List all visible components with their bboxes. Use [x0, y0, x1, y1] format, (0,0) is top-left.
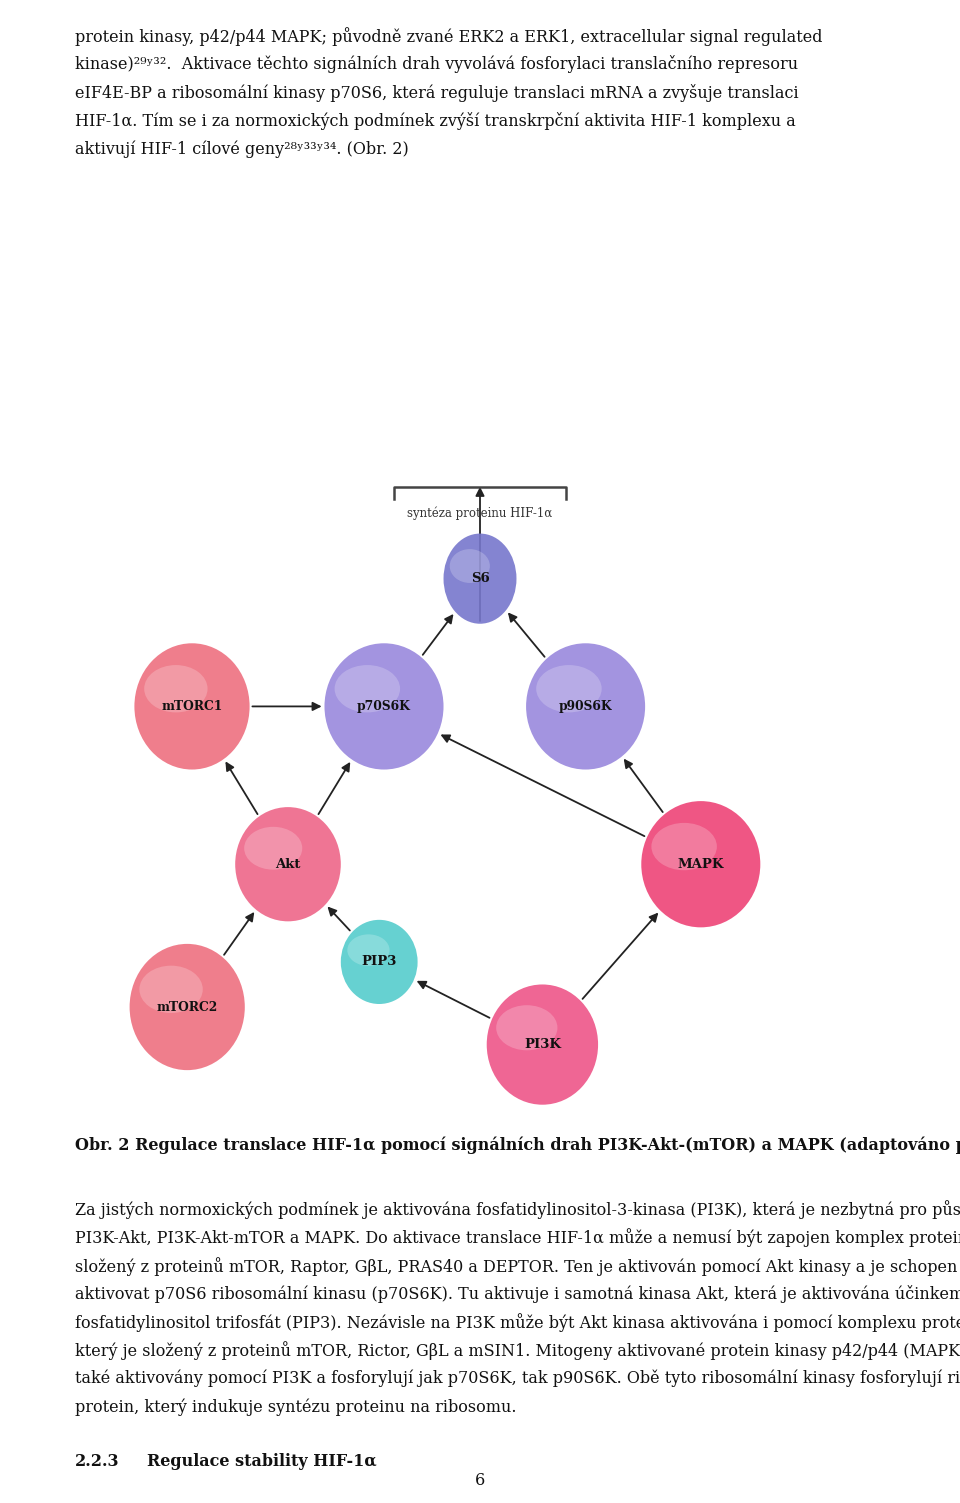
Text: který je složený z proteinů mTOR, Rictor, GβL a mSIN1. Mitogeny aktivované prote: který je složený z proteinů mTOR, Rictor…	[75, 1342, 960, 1360]
Ellipse shape	[139, 965, 203, 1013]
Ellipse shape	[335, 664, 400, 712]
Text: Za jistých normoxických podmínek je aktivována fosfatidylinositol-3-kinasa (PI3K: Za jistých normoxických podmínek je akti…	[75, 1201, 960, 1219]
Ellipse shape	[144, 664, 207, 712]
Text: syntéza proteinu HIF-1α: syntéza proteinu HIF-1α	[407, 507, 553, 520]
Ellipse shape	[130, 944, 245, 1070]
Text: PI3K-Akt, PI3K-Akt-mTOR a MAPK. Do aktivace translace HIF-1α může a nemusí být z: PI3K-Akt, PI3K-Akt-mTOR a MAPK. Do aktiv…	[75, 1228, 960, 1247]
Text: 6: 6	[475, 1471, 485, 1489]
Text: Obr. 2 Regulace translace HIF-1α pomocí signálních drah PI3K-Akt-(mTOR) a MAPK (: Obr. 2 Regulace translace HIF-1α pomocí …	[75, 1136, 960, 1154]
Ellipse shape	[134, 643, 250, 770]
Text: fosfatidylinositol trifosfát (PIP3). Nezávisle na PI3K může být Akt kinasa aktiv: fosfatidylinositol trifosfát (PIP3). Nez…	[75, 1314, 960, 1332]
Ellipse shape	[526, 643, 645, 770]
Text: p90S6K: p90S6K	[559, 700, 612, 712]
Text: PIP3: PIP3	[362, 956, 396, 968]
Ellipse shape	[244, 827, 302, 870]
Text: eIF4E-BP a ribosomální kinasy p70S6, která reguluje translaci mRNA a zvyšuje tra: eIF4E-BP a ribosomální kinasy p70S6, kte…	[75, 84, 799, 102]
Ellipse shape	[449, 549, 490, 583]
Ellipse shape	[652, 822, 717, 870]
Text: S6: S6	[470, 573, 490, 585]
Ellipse shape	[348, 935, 390, 966]
Text: Regulace stability HIF-1α: Regulace stability HIF-1α	[147, 1453, 376, 1470]
Text: HIF-1α. Tím se i za normoxických podmínek zvýší transkrpční aktivita HIF-1 kompl: HIF-1α. Tím se i za normoxických podmíne…	[75, 111, 796, 129]
Ellipse shape	[444, 534, 516, 624]
Text: mTORC1: mTORC1	[161, 700, 223, 712]
Text: protein, který indukuje syntézu proteinu na ribosomu.: protein, který indukuje syntézu proteinu…	[75, 1398, 516, 1416]
Text: Akt: Akt	[276, 858, 300, 870]
Text: 2.2.3: 2.2.3	[75, 1453, 119, 1470]
Text: mTORC2: mTORC2	[156, 1001, 218, 1013]
Text: také aktivovány pomocí PI3K a fosforylují jak p70S6K, tak p90S6K. Obě tyto ribos: také aktivovány pomocí PI3K a fosforyluj…	[75, 1369, 960, 1387]
Ellipse shape	[641, 801, 760, 927]
Ellipse shape	[341, 920, 418, 1004]
Text: aktivují HIF-1 cílové geny²⁸ʸ³³ʸ³⁴. (Obr. 2): aktivují HIF-1 cílové geny²⁸ʸ³³ʸ³⁴. (Obr…	[75, 140, 409, 158]
Text: PI3K: PI3K	[524, 1039, 561, 1051]
Text: aktivovat p70S6 ribosomální kinasu (p70S6K). Tu aktivuje i samotná kinasa Akt, k: aktivovat p70S6 ribosomální kinasu (p70S…	[75, 1285, 960, 1303]
Ellipse shape	[324, 643, 444, 770]
Text: MAPK: MAPK	[678, 858, 724, 870]
Ellipse shape	[537, 664, 602, 712]
Ellipse shape	[496, 1006, 558, 1051]
Text: protein kinasy, p42/p44 MAPK; původně zvané ERK2 a ERK1, extracellular signal re: protein kinasy, p42/p44 MAPK; původně zv…	[75, 27, 823, 47]
Ellipse shape	[487, 984, 598, 1105]
Text: kinase)²⁹ʸ³².  Aktivace těchto signálních drah vyvolává fosforylaci translačního: kinase)²⁹ʸ³². Aktivace těchto signálních…	[75, 56, 798, 74]
Text: p70S6K: p70S6K	[357, 700, 411, 712]
Ellipse shape	[235, 807, 341, 921]
Text: složený z proteinů mTOR, Raptor, GβL, PRAS40 a DEPTOR. Ten je aktivován pomocí A: složený z proteinů mTOR, Raptor, GβL, PR…	[75, 1257, 960, 1276]
